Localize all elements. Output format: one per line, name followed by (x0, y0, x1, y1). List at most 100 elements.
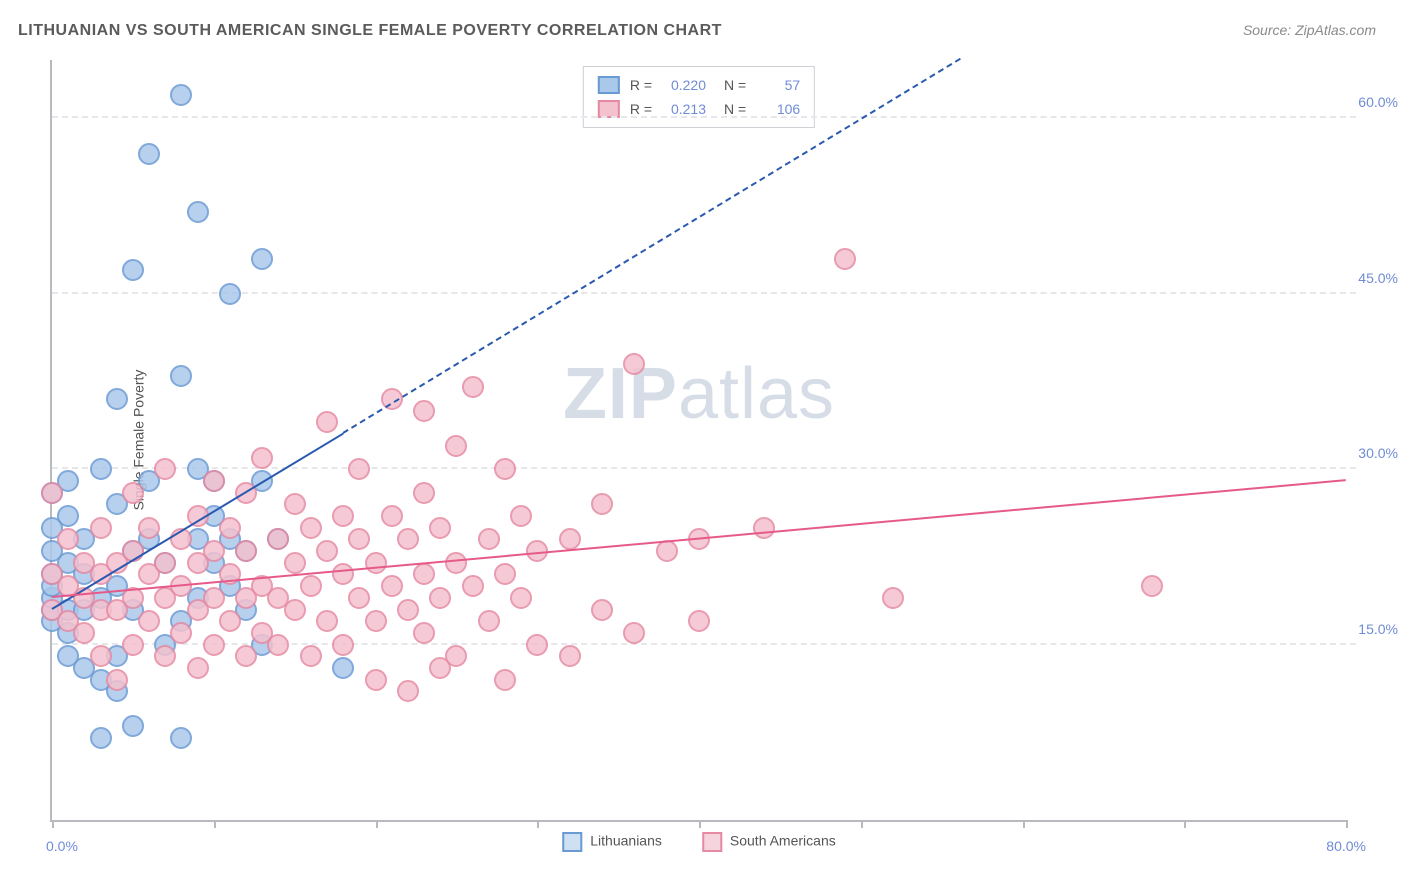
data-point (300, 575, 322, 597)
data-point (90, 458, 112, 480)
data-point (397, 680, 419, 702)
data-point (510, 587, 532, 609)
data-point (57, 528, 79, 550)
x-tick-mark (861, 820, 863, 828)
data-point (219, 517, 241, 539)
data-point (267, 634, 289, 656)
data-point (397, 528, 419, 550)
data-point (316, 540, 338, 562)
data-point (348, 528, 370, 550)
data-point (251, 248, 273, 270)
data-point (688, 610, 710, 632)
data-point (122, 715, 144, 737)
data-point (138, 517, 160, 539)
data-point (316, 610, 338, 632)
stats-legend-box: R =0.220N =57R =0.213N =106 (583, 66, 815, 128)
chart-title: LITHUANIAN VS SOUTH AMERICAN SINGLE FEMA… (18, 22, 722, 40)
data-point (251, 447, 273, 469)
y-tick-label: 60.0% (1358, 94, 1398, 110)
data-point (623, 353, 645, 375)
data-point (494, 669, 516, 691)
data-point (365, 669, 387, 691)
data-point (203, 634, 225, 656)
x-tick-mark (1023, 820, 1025, 828)
data-point (122, 482, 144, 504)
x-tick-mark (1346, 820, 1348, 828)
data-point (187, 201, 209, 223)
data-point (591, 599, 613, 621)
x-tick-mark (537, 820, 539, 828)
data-point (348, 587, 370, 609)
data-point (138, 143, 160, 165)
gridline (52, 116, 1356, 118)
data-point (122, 634, 144, 656)
data-point (1141, 575, 1163, 597)
data-point (170, 84, 192, 106)
data-point (154, 552, 176, 574)
data-point (834, 248, 856, 270)
data-point (559, 528, 581, 550)
source-attribution: Source: ZipAtlas.com (1243, 22, 1376, 38)
data-point (170, 727, 192, 749)
gridline (52, 467, 1356, 469)
data-point (90, 517, 112, 539)
data-point (413, 482, 435, 504)
data-point (478, 610, 500, 632)
data-point (203, 587, 225, 609)
data-point (219, 610, 241, 632)
data-point (57, 505, 79, 527)
data-point (413, 622, 435, 644)
data-point (235, 645, 257, 667)
data-point (332, 657, 354, 679)
x-tick-mark (214, 820, 216, 828)
scatter-plot: Single Female Poverty ZIPatlas R =0.220N… (50, 60, 1346, 822)
data-point (381, 575, 403, 597)
x-axis-min-label: 0.0% (46, 838, 78, 854)
data-point (559, 645, 581, 667)
data-point (187, 657, 209, 679)
data-point (753, 517, 775, 539)
data-point (510, 505, 532, 527)
y-tick-label: 15.0% (1358, 621, 1398, 637)
data-point (348, 458, 370, 480)
data-point (170, 622, 192, 644)
data-point (882, 587, 904, 609)
data-point (154, 458, 176, 480)
data-point (445, 552, 467, 574)
x-axis-max-label: 80.0% (1326, 838, 1366, 854)
data-point (106, 669, 128, 691)
data-point (90, 645, 112, 667)
data-point (397, 599, 419, 621)
data-point (154, 645, 176, 667)
data-point (300, 517, 322, 539)
data-point (332, 563, 354, 585)
data-point (300, 645, 322, 667)
data-point (494, 563, 516, 585)
x-tick-mark (1184, 820, 1186, 828)
data-point (429, 587, 451, 609)
data-point (219, 283, 241, 305)
data-point (267, 528, 289, 550)
data-point (106, 388, 128, 410)
data-point (73, 622, 95, 644)
data-point (494, 458, 516, 480)
x-tick-mark (52, 820, 54, 828)
legend-bottom: LithuaniansSouth Americans (562, 832, 835, 852)
data-point (365, 552, 387, 574)
data-point (462, 575, 484, 597)
data-point (170, 365, 192, 387)
data-point (203, 470, 225, 492)
data-point (445, 435, 467, 457)
data-point (235, 540, 257, 562)
data-point (429, 517, 451, 539)
data-point (413, 400, 435, 422)
data-point (526, 634, 548, 656)
data-point (445, 645, 467, 667)
data-point (591, 493, 613, 515)
gridline (52, 292, 1356, 294)
data-point (316, 411, 338, 433)
data-point (284, 493, 306, 515)
data-point (122, 259, 144, 281)
data-point (413, 563, 435, 585)
x-tick-mark (376, 820, 378, 828)
